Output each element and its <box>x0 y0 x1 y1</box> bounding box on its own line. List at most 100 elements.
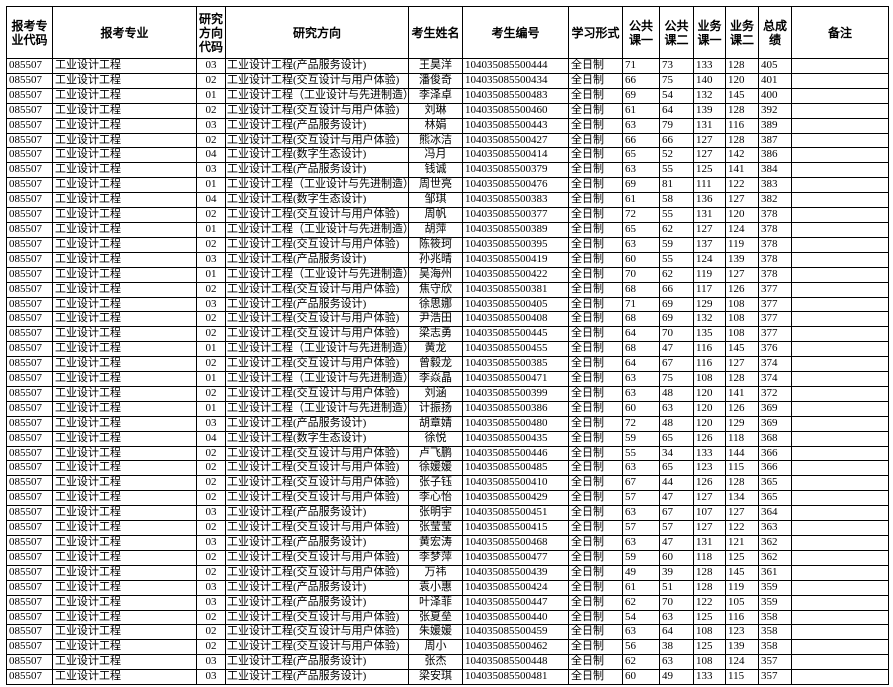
table-cell: 李梦萍 <box>408 549 463 566</box>
header-cell: 备注 <box>791 6 889 59</box>
table-cell: 工业设计工程 <box>52 430 197 447</box>
table-cell: 52 <box>659 147 694 164</box>
table-row: 085507 工业设计工程 02 工业设计工程(交互设计与用户体验) 周小 1040350… <box>6 639 889 656</box>
table-cell: 085507 <box>6 415 53 432</box>
table-cell: 工业设计工程(产品服务设计) <box>225 579 409 596</box>
table-cell: 104035085500447 <box>462 594 569 611</box>
table-cell: 085507 <box>6 251 53 268</box>
table-cell: 49 <box>659 669 694 686</box>
table-cell: 384 <box>758 162 792 179</box>
table-cell: 378 <box>758 221 792 238</box>
table-cell: 374 <box>758 356 792 373</box>
table-cell: 085507 <box>6 162 53 179</box>
table-cell: 361 <box>758 564 792 581</box>
table-cell: 潘俊奇 <box>408 72 463 89</box>
table-cell: 104035085500468 <box>462 535 569 551</box>
table-cell: 全日制 <box>568 311 623 328</box>
header-cell: 考生姓名 <box>408 6 463 59</box>
table-cell: 02 <box>196 624 226 641</box>
table-cell: 工业设计工程 <box>52 490 197 507</box>
table-cell: 108 <box>693 624 726 641</box>
table-cell: 胡萍 <box>408 221 463 238</box>
remark-cell <box>791 251 889 268</box>
table-cell: 108 <box>725 296 759 313</box>
table-cell: 钱诚 <box>408 162 463 179</box>
table-cell: 085507 <box>6 356 53 373</box>
table-cell: 全日制 <box>568 520 623 536</box>
table-cell: 108 <box>693 654 726 671</box>
table-cell: 03 <box>196 594 226 611</box>
table-cell: 72 <box>622 415 660 432</box>
table-cell: 133 <box>693 445 726 462</box>
table-cell: 68 <box>622 281 660 298</box>
table-cell: 65 <box>622 221 660 238</box>
table-cell: 68 <box>622 341 660 358</box>
table-row: 085507 工业设计工程 03 工业设计工程(产品服务设计) 黄宏涛 104035085… <box>6 535 889 551</box>
table-row: 085507 工业设计工程 03 工业设计工程(产品服务设计) 林娟 1040350855… <box>6 117 889 134</box>
table-cell: 139 <box>693 102 726 119</box>
table-cell: 104035085500435 <box>462 430 569 447</box>
table-cell: 工业设计工程 <box>52 341 197 358</box>
table-row: 085507 工业设计工程 04 工业设计工程(数字生态设计) 邹琪 1040350855… <box>6 192 889 209</box>
table-cell: 工业设计工程(交互设计与用户体验) <box>225 356 409 373</box>
header-cell: 报考专业 <box>52 6 197 59</box>
table-cell: 65 <box>659 460 694 477</box>
table-cell: 131 <box>693 535 726 551</box>
table-cell: 全日制 <box>568 356 623 373</box>
table-cell: 全日制 <box>568 415 623 432</box>
remark-cell <box>791 311 889 328</box>
table-cell: 63 <box>622 162 660 179</box>
table-row: 085507 工业设计工程 04 工业设计工程(数字生态设计) 冯月 1040350855… <box>6 147 889 164</box>
table-cell: 67 <box>659 356 694 373</box>
table-cell: 64 <box>622 326 660 343</box>
table-cell: 70 <box>659 594 694 611</box>
table-cell: 126 <box>725 281 759 298</box>
table-cell: 63 <box>622 236 660 253</box>
table-cell: 01 <box>196 266 226 283</box>
table-cell: 085507 <box>6 594 53 611</box>
table-cell: 104035085500389 <box>462 221 569 238</box>
table-cell: 405 <box>758 58 792 74</box>
header-cell: 报考专业代码 <box>6 6 53 59</box>
table-cell: 胡章婧 <box>408 415 463 432</box>
table-cell: 工业设计工程 <box>52 624 197 641</box>
table-cell: 134 <box>725 490 759 507</box>
table-cell: 128 <box>725 102 759 119</box>
table-cell: 02 <box>196 385 226 402</box>
header-cell: 学习形式 <box>568 6 623 59</box>
table-cell: 137 <box>693 236 726 253</box>
table-cell: 358 <box>758 639 792 656</box>
table-cell: 085507 <box>6 564 53 581</box>
table-cell: 工业设计工程(交互设计与用户体验) <box>225 207 409 223</box>
table-cell: 141 <box>725 162 759 179</box>
table-cell: 工业设计工程 <box>52 639 197 656</box>
table-cell: 139 <box>725 251 759 268</box>
table-cell: 377 <box>758 296 792 313</box>
table-cell: 48 <box>659 415 694 432</box>
table-cell: 熊冰洁 <box>408 132 463 149</box>
table-cell: 55 <box>659 251 694 268</box>
table-cell: 工业设计工程(交互设计与用户体验) <box>225 311 409 328</box>
table-cell: 刘琳 <box>408 102 463 119</box>
table-cell: 全日制 <box>568 341 623 358</box>
table-cell: 60 <box>622 251 660 268</box>
table-cell: 66 <box>622 132 660 149</box>
table-cell: 王昊洋 <box>408 58 463 74</box>
table-cell: 125 <box>693 162 726 179</box>
table-cell: 363 <box>758 520 792 536</box>
table-cell: 张夏垒 <box>408 609 463 626</box>
table-cell: 张子钰 <box>408 475 463 492</box>
admission-table: 报考专业代码 报考专业 研究方向代码 研究方向 考生姓名 考生编号 学习形式 公共课一 公共课二… <box>6 6 889 686</box>
table-cell: 60 <box>659 549 694 566</box>
table-cell: 085507 <box>6 177 53 194</box>
table-cell: 139 <box>725 639 759 656</box>
remark-cell <box>791 639 889 656</box>
table-cell: 59 <box>622 430 660 447</box>
table-cell: 73 <box>659 58 694 74</box>
remark-cell <box>791 221 889 238</box>
table-cell: 377 <box>758 326 792 343</box>
table-cell: 56 <box>622 639 660 656</box>
table-cell: 104035085500439 <box>462 564 569 581</box>
remark-cell <box>791 490 889 507</box>
